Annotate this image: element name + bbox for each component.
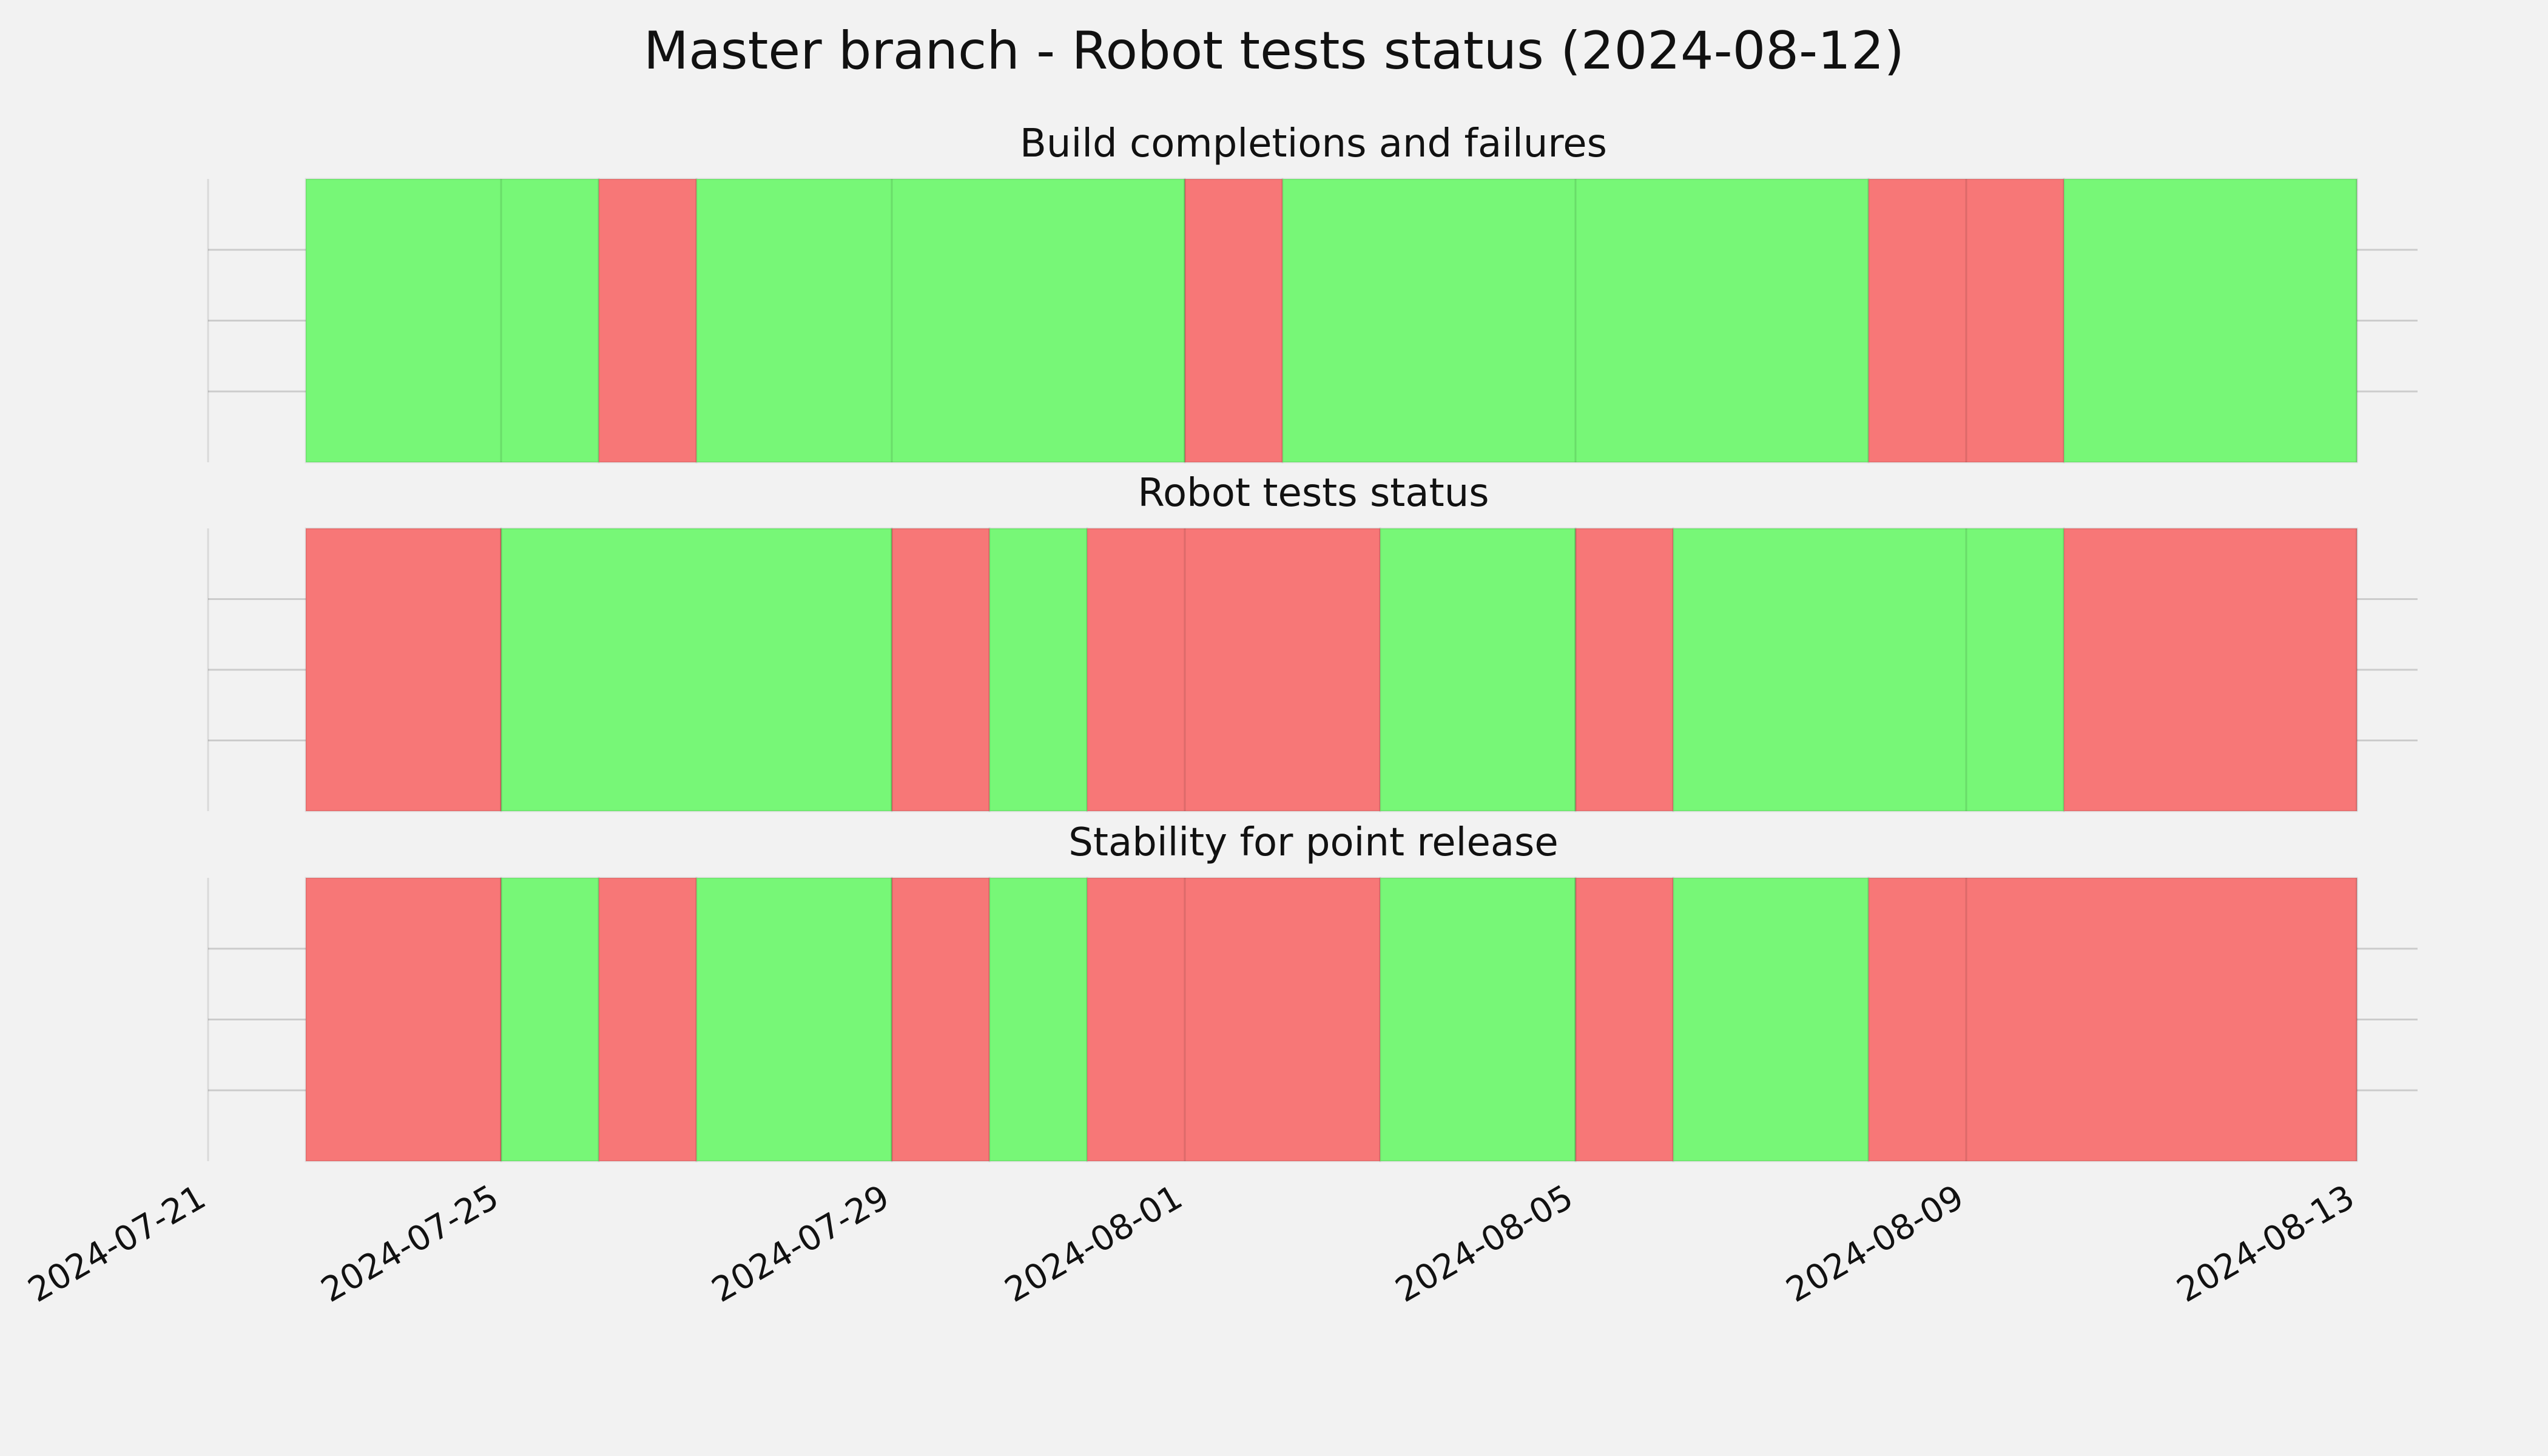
status-segment-pass: [2063, 178, 2358, 463]
status-segment-fail: [891, 877, 991, 1162]
panel-subtitle: Stability for point release: [1068, 820, 1559, 865]
status-segment-pass: [500, 527, 893, 812]
panel-3: Stability for point release: [207, 820, 2418, 1162]
status-segment-fail: [1086, 877, 1381, 1162]
status-segment-fail: [305, 527, 502, 812]
status-segment-fail: [305, 877, 502, 1162]
status-segment-fail: [1867, 877, 2358, 1162]
status-segment-pass: [500, 877, 600, 1162]
x-axis: 2024-07-21 2024-07-25 2024-07-29 2024-08-01…: [22, 1178, 2361, 1310]
panel-2: Robot tests status: [207, 471, 2418, 812]
x-tick-label: 2024-07-25: [315, 1178, 505, 1310]
status-segment-pass: [1379, 877, 1577, 1162]
status-segment-pass: [695, 178, 1186, 463]
status-segment-fail: [1867, 178, 2065, 463]
status-segment-fail: [1574, 527, 1674, 812]
x-tick-label: 2024-07-29: [706, 1178, 896, 1310]
status-segment-pass: [305, 178, 600, 463]
x-tick-label: 2024-08-05: [1389, 1178, 1580, 1310]
chart-title: Master branch - Robot tests status (2024…: [644, 21, 1904, 81]
chart-panels: Build completions and failures Robot test…: [207, 121, 2418, 1162]
status-segment-pass: [1379, 527, 1577, 812]
panel-subtitle: Build completions and failures: [1020, 121, 1607, 166]
status-segment-pass: [988, 527, 1088, 812]
status-segment-fail: [891, 527, 991, 812]
panel-1: Build completions and failures: [207, 121, 2418, 463]
status-segment-fail: [1574, 877, 1674, 1162]
x-tick-label: 2024-08-09: [1780, 1178, 1970, 1310]
x-tick-label: 2024-07-21: [22, 1178, 212, 1310]
status-segment-fail: [2063, 527, 2358, 812]
status-segment-pass: [988, 877, 1088, 1162]
status-segment-pass: [1281, 178, 1870, 463]
x-tick-label: 2024-08-01: [999, 1178, 1189, 1310]
x-tick-label: 2024-08-13: [2171, 1178, 2361, 1310]
status-segment-fail: [598, 877, 698, 1162]
status-segment-fail: [1086, 527, 1381, 812]
status-segment-pass: [695, 877, 893, 1162]
status-segment-pass: [1672, 877, 1870, 1162]
status-segment-pass: [1672, 527, 2065, 812]
status-segment-fail: [1184, 178, 1284, 463]
panel-subtitle: Robot tests status: [1138, 471, 1489, 516]
status-segment-fail: [598, 178, 698, 463]
